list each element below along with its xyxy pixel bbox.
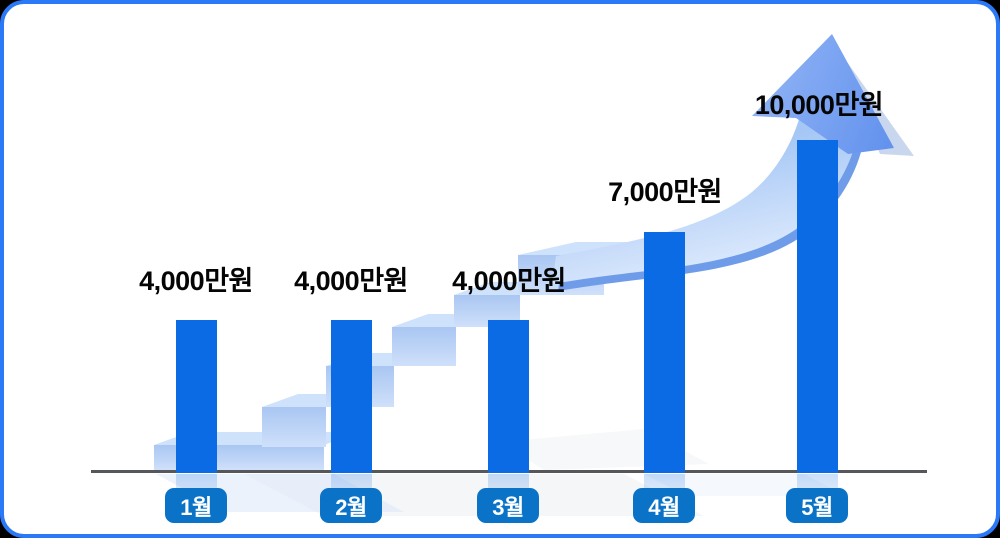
category-pill-month-4: 4월 xyxy=(633,488,695,523)
bar-month-1 xyxy=(176,320,217,473)
growth-arrow xyxy=(552,34,914,291)
bar-month-3 xyxy=(488,320,529,473)
value-label-month-1: 4,000만원 xyxy=(139,266,253,296)
category-pill-month-2: 2월 xyxy=(320,488,382,523)
value-label-month-5: 10,000만원 xyxy=(754,90,884,120)
category-pill-month-1: 1월 xyxy=(165,488,227,523)
category-pill-month-5: 5월 xyxy=(786,488,848,523)
category-pill-month-3: 3월 xyxy=(477,488,539,523)
bar-month-5 xyxy=(797,140,838,473)
bar-month-4 xyxy=(644,232,685,473)
arrowhead-side-flap xyxy=(830,38,914,156)
value-label-month-3: 4,000만원 xyxy=(452,266,566,296)
bar-month-2 xyxy=(331,320,372,473)
value-label-month-4: 7,000만원 xyxy=(608,177,722,207)
value-label-month-2: 4,000만원 xyxy=(294,266,408,296)
arrowhead-icon xyxy=(752,34,894,154)
